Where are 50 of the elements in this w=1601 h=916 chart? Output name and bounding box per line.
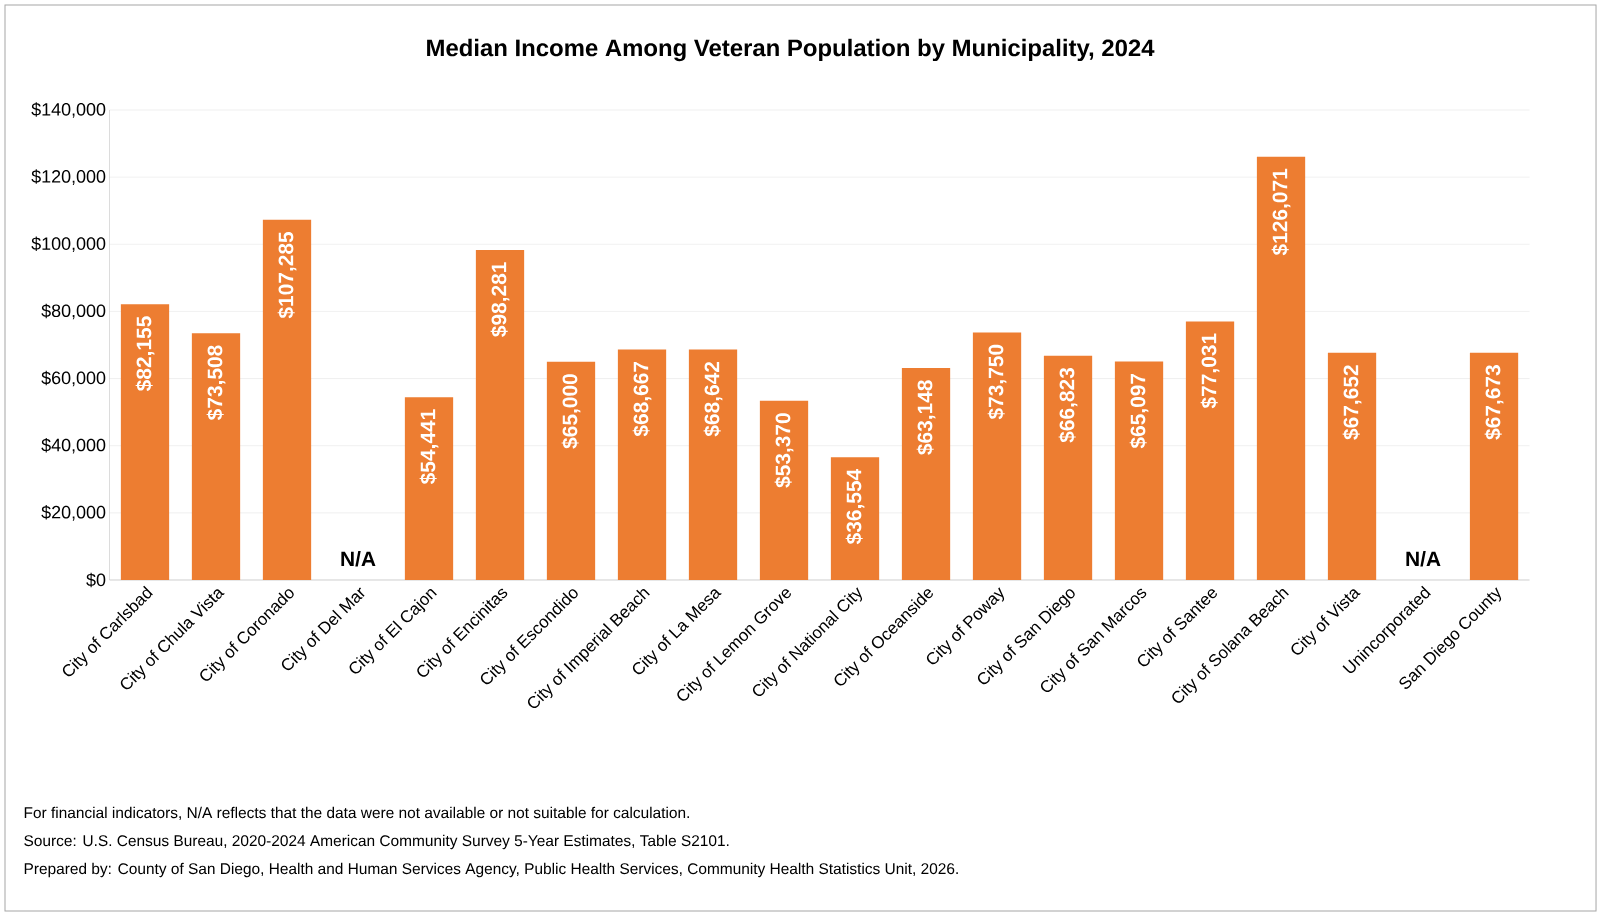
data-label: $36,554 [845, 468, 865, 545]
bar [1185, 321, 1235, 580]
bar [1043, 355, 1093, 580]
data-label: $67,652 [1342, 365, 1362, 440]
data-label: $98,281 [490, 262, 510, 337]
y-tick-label: $120,000 [31, 169, 106, 185]
text: For financial indicators, N/A reflects that the data were not available or not suitable for calculation. [24, 806, 689, 820]
data-label: $107,285 [277, 231, 297, 319]
bar [1469, 352, 1519, 580]
y-tick-label: $40,000 [41, 437, 106, 454]
data-label: $68,642 [703, 361, 723, 437]
bar [1114, 361, 1164, 580]
bar [617, 349, 667, 580]
y-tick-label: $80,000 [41, 303, 106, 320]
data-label: $67,673 [1484, 365, 1504, 440]
bar [1327, 352, 1377, 580]
data-label: $65,000 [561, 374, 581, 449]
bar [475, 250, 525, 580]
y-tick-label: $140,000 [31, 102, 106, 118]
data-label: $66,823 [1058, 367, 1078, 443]
y-tick-label: $0 [86, 572, 106, 588]
y-tick-label: $100,000 [31, 236, 106, 253]
bar [120, 304, 170, 580]
data-label: $73,750 [987, 344, 1007, 420]
y-tick-label: $20,000 [41, 505, 106, 521]
data-label: $63,148 [916, 380, 936, 455]
data-label: $73,508 [206, 345, 226, 421]
bar [262, 219, 312, 580]
bar [830, 457, 880, 580]
text: Prepared by: County of San Diego, Health and Human Services Agency, Public Health Services, Community Health Statistics Unit, 2026. [24, 862, 958, 878]
y-tick-label: $60,000 [41, 370, 106, 387]
data-label: $65,097 [1129, 373, 1149, 449]
bar [1256, 156, 1306, 580]
text: N/A [341, 550, 376, 567]
data-label: $53,370 [774, 413, 794, 488]
data-label: $77,031 [1200, 333, 1220, 409]
data-label: $126,071 [1271, 168, 1291, 256]
bar [191, 333, 241, 580]
bar [759, 400, 809, 580]
bar [688, 349, 738, 580]
bar [404, 397, 454, 580]
bar [546, 361, 596, 580]
source-note: Source: U.S. Census Bureau, 2020-2024 American Community Survey 5-Year Estimates, Table S2101. [24, 834, 729, 850]
text: N/A [1406, 550, 1441, 567]
data-label: $68,667 [632, 361, 652, 437]
bar [901, 367, 951, 580]
bar [972, 332, 1022, 580]
data-label: $54,441 [419, 409, 439, 485]
chart-title: Median Income Among Veteran Population by Municipality, 2024 [427, 38, 1155, 62]
data-label: $82,155 [135, 316, 155, 392]
